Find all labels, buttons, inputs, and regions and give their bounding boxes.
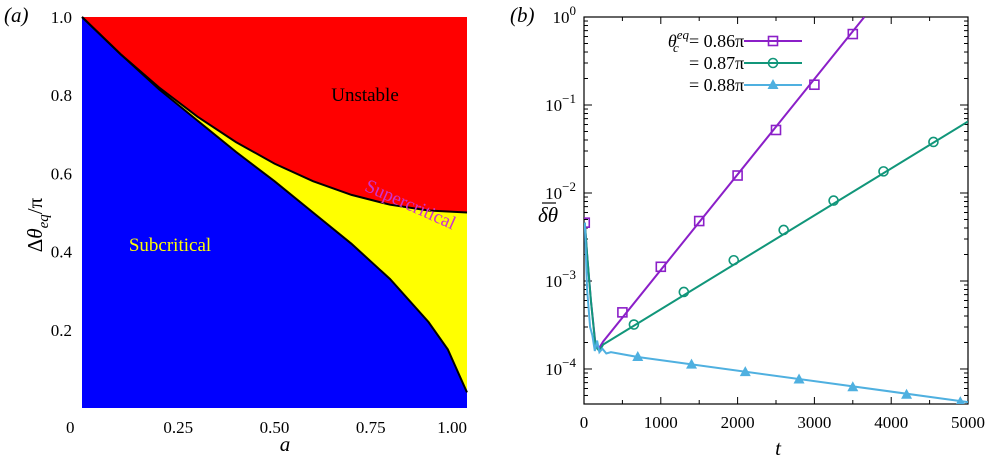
- series-line: [584, 120, 968, 353]
- marker-square: [655, 261, 667, 273]
- marker-triangle: [739, 366, 751, 377]
- marker-circle: [728, 254, 740, 266]
- marker-triangle: [767, 79, 779, 89]
- panel-b-frame: [583, 16, 969, 405]
- x-tick-label: 1000: [644, 413, 678, 432]
- series-line: [584, 222, 968, 404]
- y-tick-label: 10−3: [545, 267, 576, 291]
- panel-b: (b) 0 1000 2000 3000 4000 5000 10−4 10−3 10−2 10−…: [510, 3, 985, 460]
- legend-label: = 0.87π: [689, 53, 744, 73]
- ylabel-delta: Δ: [23, 239, 47, 253]
- region-label-unstable: Unstable: [331, 85, 399, 106]
- panel-b-x-axis-label: t: [775, 436, 782, 460]
- marker-square: [847, 28, 859, 40]
- panel-a-x-axis-label: a: [280, 432, 291, 456]
- legend-label: = 0.86π: [689, 31, 744, 51]
- y-tick-label: 0.2: [51, 321, 72, 340]
- x-tick-label: 4000: [874, 413, 908, 432]
- panel-a-x-ticks: 0 0.25 0.50 0.75 1.00: [66, 418, 467, 437]
- x-tick-label: 0.50: [260, 418, 290, 437]
- marker-square: [617, 307, 628, 318]
- x-tick-label: 1.00: [437, 418, 467, 437]
- marker-square: [693, 215, 705, 227]
- marker-square: [767, 35, 779, 47]
- marker-circle: [778, 224, 789, 236]
- panel-b-ticks: 0 1000 2000 3000 4000 5000 10−4 10−3 10−2 10−1 100: [545, 3, 985, 432]
- marker-triangle: [686, 358, 698, 369]
- panel-b-series: [584, 17, 968, 404]
- marker-triangle: [901, 388, 913, 399]
- x-tick-label: 0: [66, 418, 75, 437]
- ylabel-theta: θ: [23, 228, 47, 238]
- marker-triangle: [793, 373, 805, 384]
- series-3: [584, 222, 968, 404]
- y-tick-label: 10−1: [545, 91, 576, 115]
- boundary-lower: [81, 16, 468, 393]
- marker-circle: [628, 319, 640, 330]
- region-unstable: [82, 17, 467, 213]
- panel-b-y-axis-label: δθ: [538, 202, 558, 227]
- legend-theta-label: θeq c: [668, 27, 690, 55]
- marker-circle: [767, 57, 779, 69]
- y-tick-label: 10−2: [545, 179, 576, 203]
- y-tick-label: 10−4: [545, 355, 576, 379]
- y-tick-label: 1.0: [51, 8, 72, 27]
- panel-a-label: (a): [4, 3, 29, 27]
- panel-a-y-axis-label: Δθeq/π: [23, 197, 52, 252]
- x-tick-label: 0.25: [163, 418, 193, 437]
- legend: θeq c = 0.86π= 0.87π= 0.88π: [668, 27, 802, 95]
- marker-circle: [878, 166, 889, 177]
- x-tick-label: 0: [580, 413, 589, 432]
- y-tick-label: 0.6: [51, 164, 72, 183]
- ylabel-rest: /π: [23, 197, 47, 214]
- marker-triangle: [955, 396, 965, 404]
- legend-label: = 0.88π: [689, 75, 744, 95]
- ylabel-delta-theta: δθ: [538, 203, 558, 227]
- ylabel-sub: eq: [36, 214, 52, 229]
- x-tick-label: 2000: [721, 413, 755, 432]
- panel-a-y-ticks: 0.2 0.4 0.6 0.8 1.0: [51, 8, 73, 340]
- x-tick-label: 3000: [797, 413, 831, 432]
- marker-square: [809, 79, 820, 91]
- y-tick-label: 100: [553, 3, 577, 27]
- marker-circle: [828, 195, 839, 206]
- marker-square: [770, 124, 782, 136]
- marker-triangle: [632, 350, 644, 361]
- y-tick-label: 0.8: [51, 86, 72, 105]
- series-2: [584, 120, 968, 353]
- marker-square: [732, 170, 743, 181]
- x-tick-label: 5000: [951, 413, 985, 432]
- marker-triangle: [847, 381, 859, 392]
- y-tick-label: 0.4: [51, 243, 73, 262]
- marker-circle: [678, 286, 690, 298]
- panel-b-label: (b): [510, 3, 535, 27]
- panel-a: (a) 0 0.25 0.50 0.75 1.00 0.20.40.60.81.0 a …: [4, 3, 468, 456]
- marker-circle: [928, 136, 939, 148]
- x-tick-label: 0.75: [356, 418, 386, 437]
- phase-diagram: [81, 16, 468, 408]
- region-subcritical: [82, 17, 467, 408]
- region-label-subcritical: Subcritical: [129, 235, 211, 256]
